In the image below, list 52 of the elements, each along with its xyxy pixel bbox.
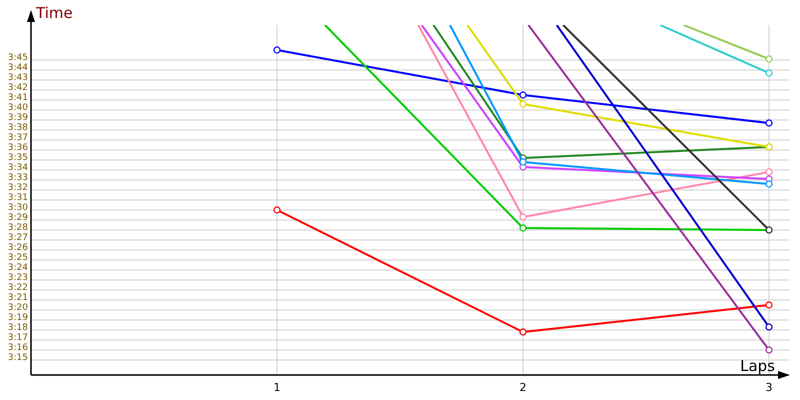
point xyxy=(765,180,773,188)
y-tick-label: 3:40 xyxy=(8,103,28,113)
point xyxy=(765,301,773,309)
y-tick-label: 3:27 xyxy=(8,233,28,243)
y-tick-label: 3:28 xyxy=(8,223,28,233)
y-tick-label: 3:30 xyxy=(8,203,28,213)
point xyxy=(765,346,773,354)
y-tick-label: 3:39 xyxy=(8,113,28,123)
y-tick-label: 3:23 xyxy=(8,273,28,283)
y-tick-label: 3:41 xyxy=(8,93,28,103)
y-tick-label: 3:19 xyxy=(8,313,28,323)
point xyxy=(519,224,527,232)
point xyxy=(765,119,773,127)
point xyxy=(765,69,773,77)
y-tick-label: 3:35 xyxy=(8,153,28,163)
y-tick-label: 3:36 xyxy=(8,143,28,153)
point xyxy=(519,91,527,99)
x-tick-label: 2 xyxy=(520,380,526,394)
y-axis-title: Time xyxy=(35,4,73,22)
y-tick-label: 3:32 xyxy=(8,183,28,193)
y-tick-label: 3:29 xyxy=(8,213,28,223)
x-axis-title: Laps xyxy=(740,357,776,375)
x-tick-label: 1 xyxy=(274,380,280,394)
y-tick-label: 3:34 xyxy=(8,163,28,173)
y-tick-label: 3:17 xyxy=(8,333,28,343)
y-tick-label: 3:22 xyxy=(8,283,28,293)
y-tick-label: 3:20 xyxy=(8,303,28,313)
y-tick-label: 3:33 xyxy=(8,173,28,183)
y-tick-label: 3:44 xyxy=(8,63,28,73)
y-tick-label: 3:16 xyxy=(8,343,28,353)
point xyxy=(519,213,527,221)
y-tick-label: 3:24 xyxy=(8,263,28,273)
y-tick-label: 3:18 xyxy=(8,323,28,333)
point xyxy=(765,55,773,63)
point xyxy=(519,328,527,336)
y-tick-label: 3:38 xyxy=(8,123,28,133)
point xyxy=(273,206,281,214)
y-tick-label: 3:37 xyxy=(8,133,28,143)
y-tick-label: 3:21 xyxy=(8,293,28,303)
y-tick-label: 3:25 xyxy=(8,253,28,263)
y-tick-label: 3:26 xyxy=(8,243,28,253)
y-tick-label: 3:45 xyxy=(8,53,28,63)
y-tick-label: 3:31 xyxy=(8,193,28,203)
point xyxy=(519,158,527,166)
x-tick-label: 3 xyxy=(766,380,772,394)
y-tick-label: 3:43 xyxy=(8,73,28,83)
y-tick-label: 3:15 xyxy=(8,353,28,363)
point xyxy=(273,46,281,54)
point xyxy=(765,323,773,331)
y-tick-label: 3:42 xyxy=(8,83,28,93)
point xyxy=(519,100,527,108)
point xyxy=(765,168,773,176)
